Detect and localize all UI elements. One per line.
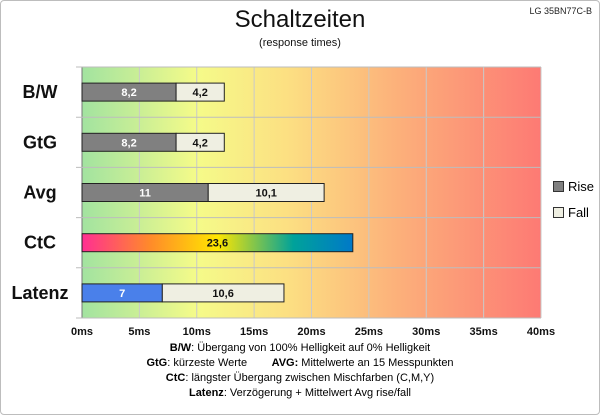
rise-value-label: 11: [139, 188, 151, 200]
y-category-label: GtG: [23, 132, 57, 152]
x-tick-label: 40ms: [527, 326, 555, 338]
y-category-label: CtC: [24, 233, 56, 253]
rise-swatch: [553, 181, 564, 192]
rise-value-label: 7: [119, 288, 125, 300]
x-tick-label: 30ms: [412, 326, 440, 338]
fall-bar: [207, 183, 325, 202]
fall-bar: [175, 82, 225, 102]
legend-fall: Fall: [553, 205, 589, 220]
chart-title: Schaltzeiten: [234, 6, 366, 33]
x-tick-label: 25ms: [355, 326, 383, 338]
x-tick-label: 0ms: [71, 326, 93, 338]
y-category-label: Latenz: [11, 283, 68, 303]
x-tick-label: 10ms: [183, 326, 211, 338]
rise-value-label: 8,2: [121, 87, 136, 99]
y-category-label: B/W: [23, 82, 58, 102]
fall-bar: [161, 283, 285, 303]
model-label: LG 35BN77C-B: [529, 6, 592, 16]
rise-value-label: 8,2: [121, 137, 136, 149]
y-category-label: Avg: [23, 183, 56, 203]
legend-rise-label: Rise: [568, 179, 595, 194]
note-gtg-avg: GtG: kürzeste Werte AVG: Mittelwerte an …: [146, 357, 454, 369]
fall-value-label: 4,2: [193, 137, 208, 149]
x-tick-label: 15ms: [240, 326, 268, 338]
note-bw: B/W: Übergang von 100% Helligkeit auf 0%…: [169, 342, 431, 354]
chart-subtitle: (response times): [259, 37, 341, 49]
note-ctc: CtC: längster Übergang zwischen Mischfar…: [165, 372, 435, 384]
fall-value-label: 10,1: [255, 188, 276, 200]
fall-value-label: 10,6: [212, 288, 233, 300]
rise-bar: [81, 233, 354, 253]
legend-rise: Rise: [553, 179, 594, 194]
rise-value-label: 23,6: [207, 238, 228, 250]
x-tick-label: 20ms: [297, 326, 325, 338]
x-tick-label: 35ms: [470, 326, 498, 338]
fall-swatch: [553, 207, 564, 218]
fall-bar: [175, 132, 225, 152]
notes-block: B/W: Übergang von 100% Helligkeit auf 0%…: [0, 341, 600, 401]
fall-value-label: 4,2: [193, 87, 208, 99]
x-tick-label: 5ms: [128, 326, 150, 338]
legend-fall-label: Fall: [568, 205, 589, 220]
note-latenz: Latenz: Verzögerung + Mittelwert Avg ris…: [188, 387, 412, 399]
